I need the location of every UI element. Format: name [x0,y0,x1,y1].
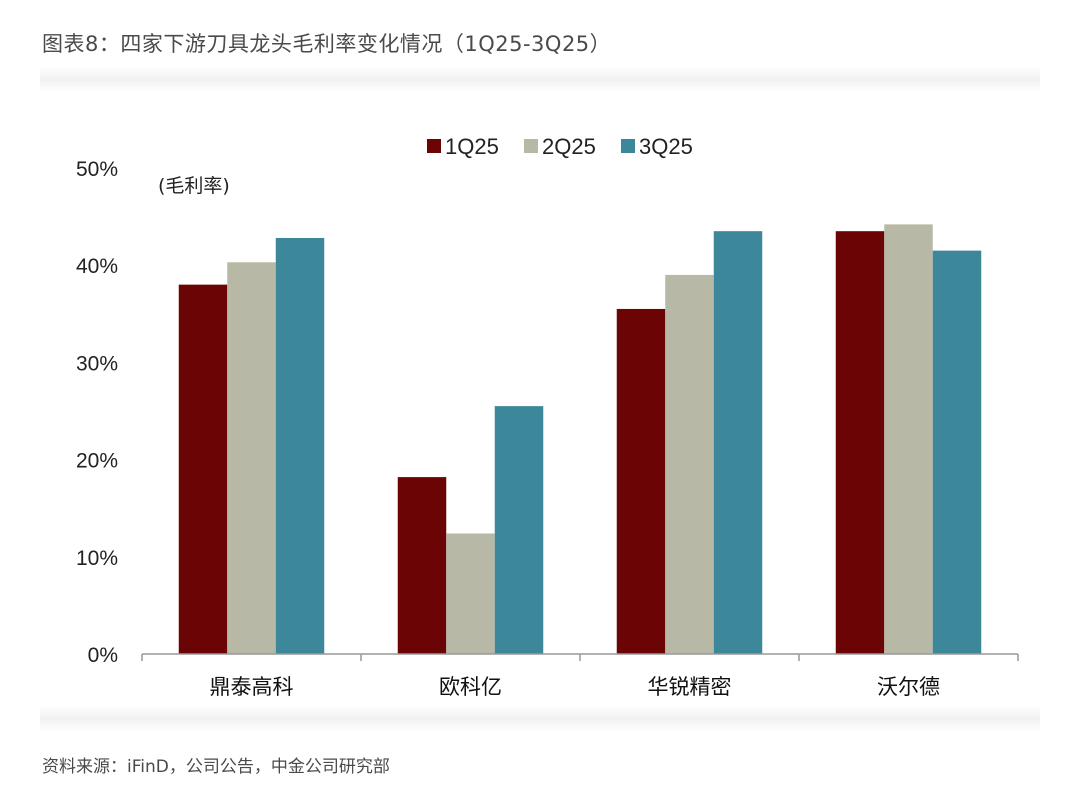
bar-3q25-1 [275,237,325,654]
bar-2q25-4 [884,224,933,654]
x-category-label: 华锐精密 [648,675,732,699]
figure-title: 图表8：四家下游刀具龙头毛利率变化情况（1Q25-3Q25） [42,32,612,56]
legend-label-3q25: 3Q25 [639,134,693,159]
bar-1q25-1 [178,284,228,654]
y-tick-label: 40% [76,255,118,278]
bar-3q25-3 [713,231,763,654]
legend: 1Q25 2Q25 3Q25 [427,134,693,159]
legend-swatch-2q25 [524,139,538,153]
y-tick-label: 10% [76,547,118,570]
y-tick-label: 50% [76,158,118,181]
x-axis: 鼎泰高科 欧科亿 华锐精密 沃尔德 [141,653,1019,699]
x-category-label: 沃尔德 [877,675,940,699]
y-tick-label: 30% [76,352,118,375]
y-axis: 0% 10% 20% 30% 40% 50% [76,158,118,667]
x-category-label: 鼎泰高科 [210,675,294,699]
footer-divider [40,706,1040,732]
legend-label-2q25: 2Q25 [542,134,596,159]
y-tick-label: 0% [88,644,118,667]
legend-swatch-3q25 [621,139,635,153]
bar-1q25-4 [835,231,885,654]
bar-2q25-3 [665,274,714,654]
bar-3q25-2 [494,406,544,654]
bar-1q25-2 [397,477,447,654]
y-axis-label: (毛利率) [158,175,230,197]
bar-2q25-2 [446,533,495,654]
header-divider [40,66,1040,92]
legend-label-1q25: 1Q25 [445,134,499,159]
bars [178,224,982,654]
bar-3q25-4 [932,250,982,654]
bar-1q25-3 [616,308,666,654]
y-tick-label: 20% [76,450,118,473]
bar-2q25-1 [227,262,276,654]
source-note: 资料来源：iFinD，公司公告，中金公司研究部 [42,757,390,777]
legend-swatch-1q25 [427,139,441,153]
x-category-label: 欧科亿 [439,675,502,699]
